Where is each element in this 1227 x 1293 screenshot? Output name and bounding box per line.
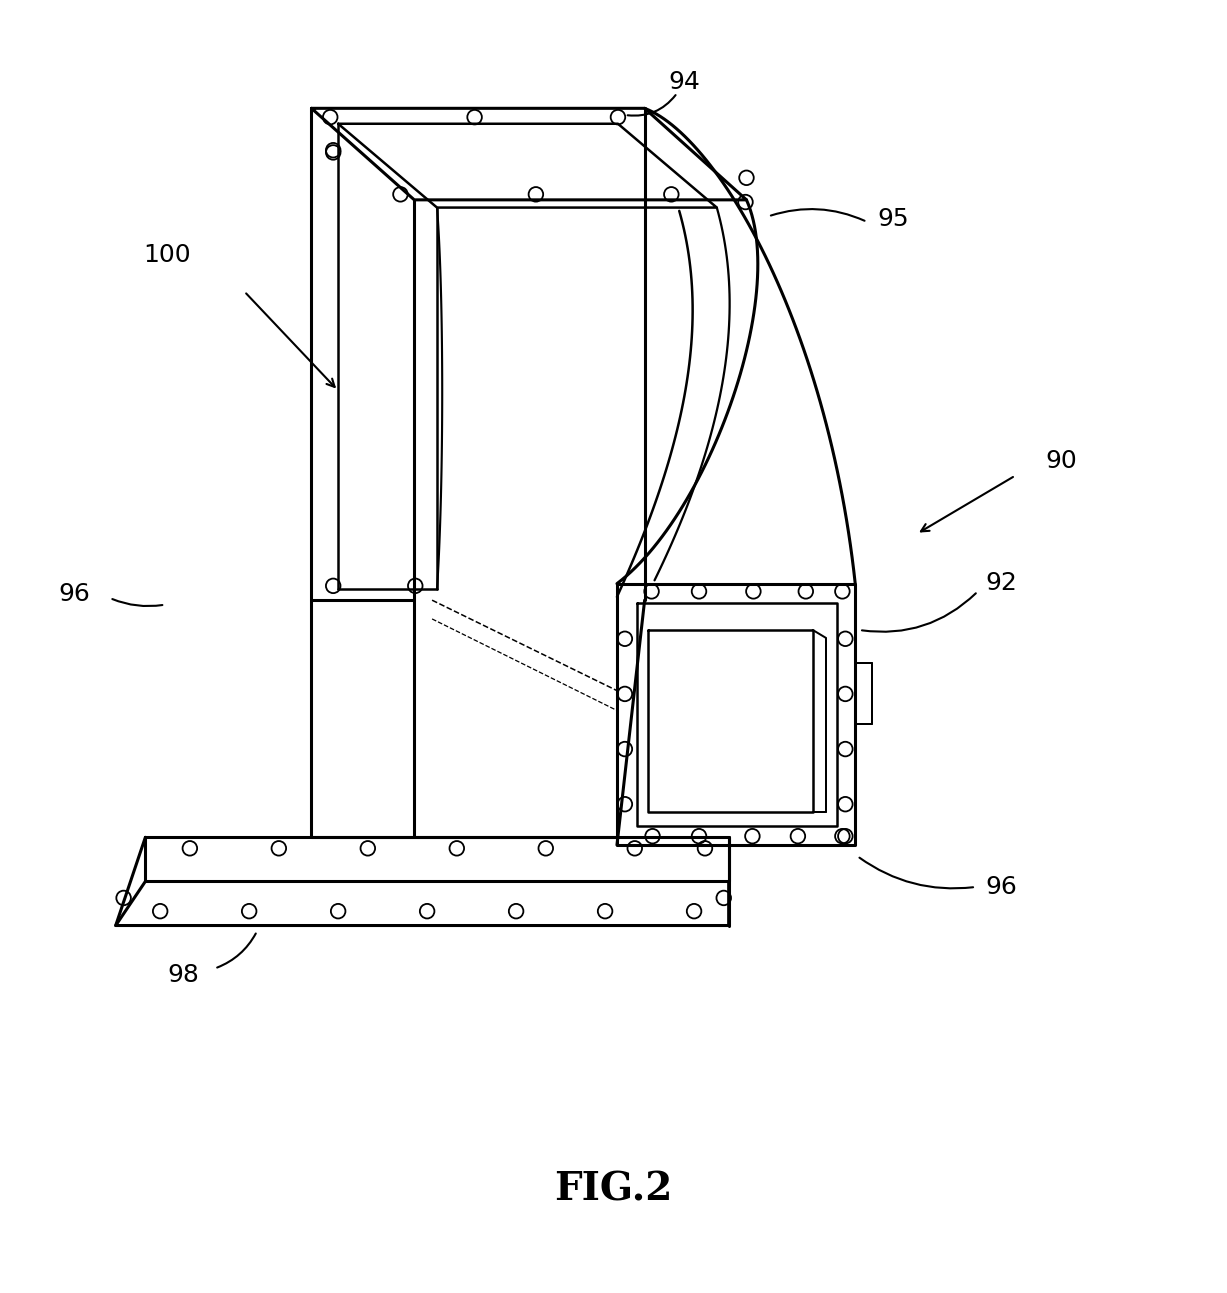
Text: 98: 98 <box>167 963 199 987</box>
Text: 94: 94 <box>669 70 701 94</box>
Text: FIG.2: FIG.2 <box>555 1171 672 1209</box>
Text: 96: 96 <box>985 875 1017 899</box>
Text: 100: 100 <box>144 243 191 266</box>
Text: 96: 96 <box>58 582 90 605</box>
Text: 95: 95 <box>877 207 909 230</box>
Text: 90: 90 <box>1045 449 1077 473</box>
Text: 92: 92 <box>985 570 1017 595</box>
